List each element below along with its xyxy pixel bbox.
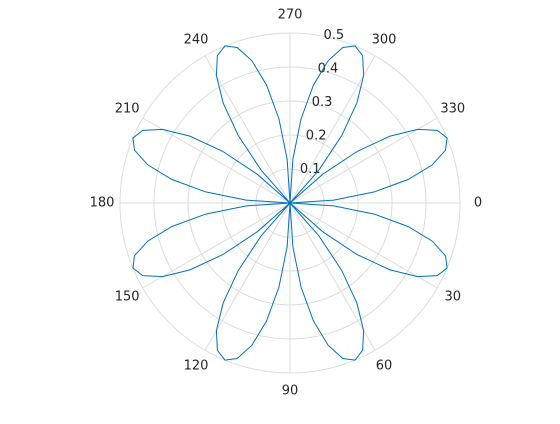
r-grid-circle	[119, 32, 461, 374]
polar-line	[132, 45, 448, 361]
theta-tick-label: 210	[115, 102, 140, 117]
theta-grid-line	[289, 202, 376, 351]
theta-tick-label: 120	[184, 358, 209, 373]
r-grid-circle	[187, 100, 393, 306]
theta-grid-line	[204, 55, 291, 204]
theta-grid-line	[289, 55, 376, 204]
r-tick-label: 0.4	[318, 62, 339, 77]
theta-tick-label: 150	[115, 290, 140, 305]
r-grid-circle	[255, 168, 325, 238]
theta-tick-label: 30	[445, 290, 462, 305]
theta-grid-line	[289, 117, 438, 204]
r-tick-label: 0.1	[300, 162, 321, 177]
r-grid-circle	[153, 66, 427, 340]
theta-tick-label: 300	[372, 33, 397, 48]
theta-tick-label: 270	[278, 8, 303, 23]
theta-tick-label: 180	[90, 196, 115, 211]
theta-tick-label: 60	[376, 358, 393, 373]
theta-tick-label: 330	[440, 102, 465, 117]
r-tick-label: 0.5	[324, 28, 345, 43]
r-tick-label: 0.3	[312, 95, 333, 110]
theta-tick-label: 240	[184, 33, 209, 48]
r-grid-circle	[221, 134, 359, 272]
theta-grid-line	[289, 202, 438, 289]
r-tick-label: 0.2	[306, 129, 327, 144]
theta-tick-label: 90	[282, 384, 299, 399]
theta-grid-line	[142, 117, 291, 204]
theta-tick-label: 0	[474, 196, 482, 211]
theta-grid-line	[142, 202, 291, 289]
theta-grid-line	[204, 202, 291, 351]
